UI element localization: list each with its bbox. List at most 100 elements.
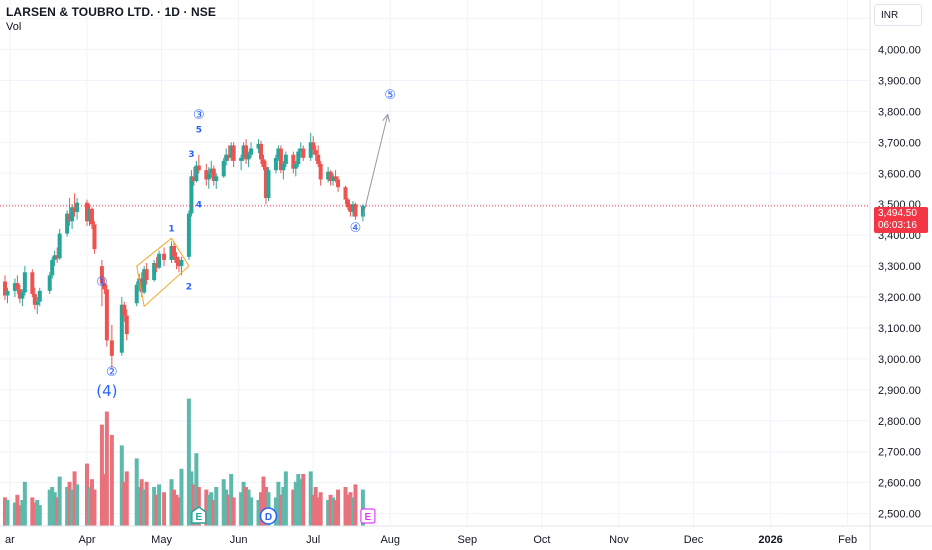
- wave-label: 1: [168, 224, 174, 234]
- candle-body: [326, 171, 331, 180]
- candle-body: [119, 304, 124, 353]
- price-tick-label: 3,200.00: [878, 292, 921, 304]
- wave-label: 5: [196, 125, 202, 135]
- candle-body: [343, 187, 348, 200]
- candle-body: [194, 165, 199, 182]
- candle-body: [134, 284, 139, 304]
- candle-body: [206, 173, 211, 180]
- volume-bar: [194, 453, 199, 526]
- volume-bar: [119, 445, 124, 526]
- candle-body: [239, 157, 244, 161]
- time-tick-label: Sep: [458, 534, 478, 546]
- volume-bar: [281, 487, 286, 526]
- volume-bar: [30, 497, 35, 526]
- volume-bar: [336, 489, 341, 526]
- volume-bar: [278, 494, 283, 526]
- candle-body: [221, 160, 226, 177]
- volume-bar: [189, 471, 194, 526]
- candle-body: [154, 263, 159, 268]
- volume-bar: [256, 500, 261, 526]
- time-tick-label: Jun: [230, 534, 248, 546]
- candle-body: [47, 275, 52, 291]
- candle-body: [231, 145, 236, 161]
- time-tick-label: Jul: [306, 534, 320, 546]
- volume-bar: [32, 502, 37, 526]
- volume-bar: [311, 494, 316, 526]
- candle-body: [256, 143, 261, 149]
- volume-bar: [224, 489, 229, 526]
- wave-label: (4): [96, 382, 117, 400]
- candle-body: [214, 176, 219, 182]
- candle-body: [301, 148, 306, 158]
- volume-bar: [206, 494, 211, 526]
- candle-body: [179, 259, 184, 267]
- bar-countdown: 06:03:16: [878, 220, 917, 231]
- symbol-title[interactable]: LARSEN & TOUBRO LTD. · 1D · NSE: [6, 5, 216, 19]
- wave-label: ③: [193, 108, 205, 123]
- volume-bar: [37, 505, 42, 526]
- candle-body: [55, 255, 60, 259]
- candle-body: [336, 179, 341, 188]
- volume-bar: [283, 471, 288, 526]
- wave-label: 4: [196, 200, 202, 210]
- volume-bar: [204, 489, 209, 526]
- candle-body: [266, 170, 271, 199]
- volume-bar: [67, 481, 72, 526]
- candle-body: [308, 142, 313, 158]
- volume-bar: [259, 492, 263, 526]
- price-tick-label: 2,600.00: [878, 478, 921, 490]
- candle-body: [261, 159, 266, 168]
- time-tick-label: Dec: [684, 534, 704, 546]
- volume-bar: [276, 481, 281, 526]
- candle-body: [124, 315, 129, 335]
- time-tick-label: ar: [5, 534, 15, 546]
- dividend-marker: [259, 507, 278, 525]
- time-tick-label: 2026: [758, 534, 782, 546]
- candle-body: [328, 171, 333, 182]
- upcoming-earnings-marker: [360, 508, 376, 524]
- volume-bar: [263, 487, 268, 526]
- volume-bar: [244, 487, 249, 526]
- volume-bar: [291, 489, 296, 526]
- volume-bar: [331, 497, 336, 526]
- currency-selector[interactable]: INR: [874, 4, 922, 26]
- volume-bar: [2, 497, 7, 526]
- last-price-value: 3,494.50: [878, 208, 917, 219]
- candle-body: [296, 151, 301, 164]
- candle-body: [331, 176, 336, 182]
- volume-bar: [109, 435, 114, 526]
- candle-body: [346, 199, 350, 208]
- volume-bar: [239, 492, 244, 526]
- candle-body: [333, 176, 338, 180]
- price-tick-label: 3,600.00: [878, 168, 921, 180]
- wave-label: 2: [186, 282, 192, 292]
- candles: [2, 133, 365, 369]
- candle-body: [72, 207, 77, 212]
- time-tick-label: Apr: [78, 534, 95, 546]
- candle-body: [226, 154, 231, 158]
- candle-body: [85, 202, 89, 222]
- price-tick-label: 3,900.00: [878, 75, 921, 87]
- candle-body: [152, 263, 157, 281]
- candle-body: [20, 292, 25, 299]
- candle-body: [144, 269, 149, 281]
- volume-bar: [353, 484, 358, 526]
- candle-body: [224, 154, 229, 161]
- volume-bar: [261, 476, 266, 526]
- volume-bar: [52, 492, 57, 526]
- volume-bar: [298, 479, 303, 526]
- event-marker-label: E: [196, 512, 203, 523]
- candle-body: [17, 289, 22, 299]
- volume-bar: [333, 500, 338, 526]
- price-tick-label: 3,400.00: [878, 230, 921, 242]
- price-tick-label: 3,100.00: [878, 323, 921, 335]
- volume-legend[interactable]: Vol: [6, 21, 22, 33]
- candle-body: [15, 283, 20, 290]
- volume-bar: [301, 474, 306, 526]
- candle-body: [109, 340, 114, 356]
- volume-bar: [231, 497, 236, 526]
- candle-body: [263, 167, 268, 199]
- candle-body: [276, 148, 281, 158]
- volume-bar: [318, 492, 323, 526]
